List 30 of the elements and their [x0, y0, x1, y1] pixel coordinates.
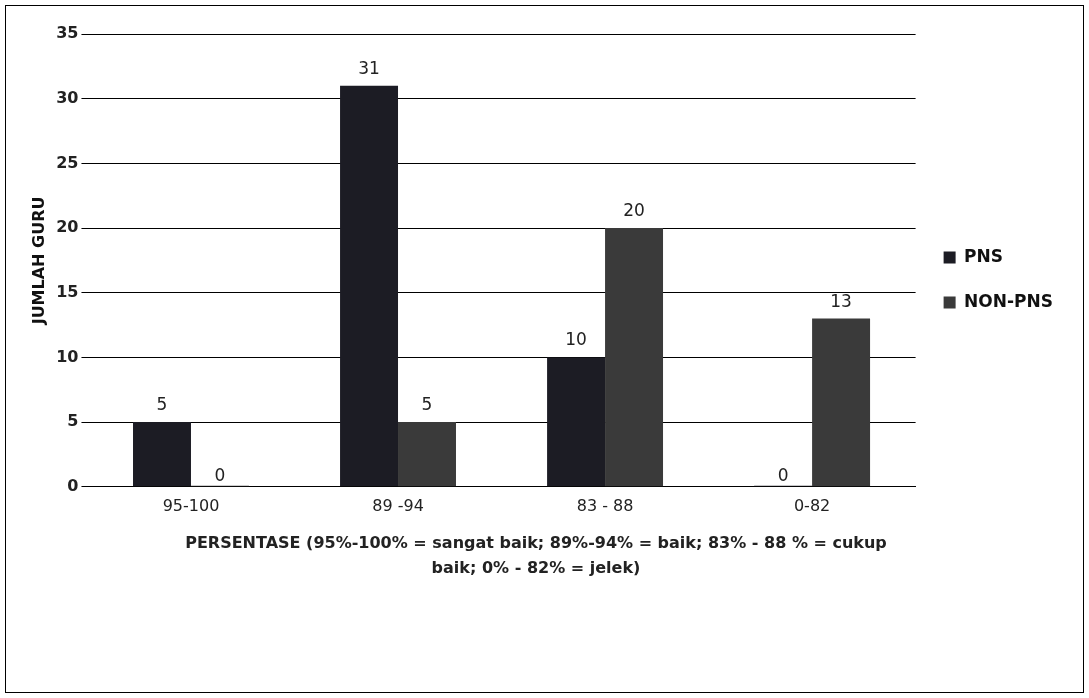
legend-label: NON-PNS [964, 290, 1054, 311]
y-tick-label: 10 [56, 346, 79, 366]
bar [812, 318, 871, 487]
legend-label: PNS [964, 245, 1004, 266]
y-tick-label: 30 [56, 87, 79, 107]
y-tick-label: 20 [56, 217, 79, 237]
data-label: 5 [156, 394, 168, 415]
data-label: 0 [777, 464, 789, 485]
bar [133, 422, 191, 487]
data-label: 31 [358, 57, 380, 78]
y-tick-label: 35 [56, 23, 79, 43]
data-label: 10 [565, 329, 587, 350]
bar [605, 228, 664, 487]
y-tick-label: 0 [67, 475, 79, 495]
bar [547, 357, 606, 487]
y-axis-title: JUMLAH GURU [28, 196, 48, 326]
data-label: 5 [421, 394, 433, 415]
bar [340, 85, 399, 487]
y-tick-label: 15 [56, 281, 79, 301]
data-label: 0 [214, 464, 226, 485]
x-tick-label: 89 -94 [372, 495, 424, 515]
data-label: 20 [623, 199, 645, 220]
y-tick-label: 5 [67, 411, 79, 431]
data-label: 13 [830, 290, 852, 311]
bar [398, 422, 456, 487]
x-tick-label: 0-82 [793, 495, 831, 515]
x-axis-title: PERSENTASE (95%-100% = sangat baik; 89%-94% = baik; 83% - 88 % = cukup baik; 0% - 82% = jelek) [184, 532, 888, 579]
x-tick-label: 95-100 [162, 495, 220, 515]
y-tick-label: 25 [56, 152, 79, 172]
x-tick-label: 83 - 88 [576, 495, 634, 515]
